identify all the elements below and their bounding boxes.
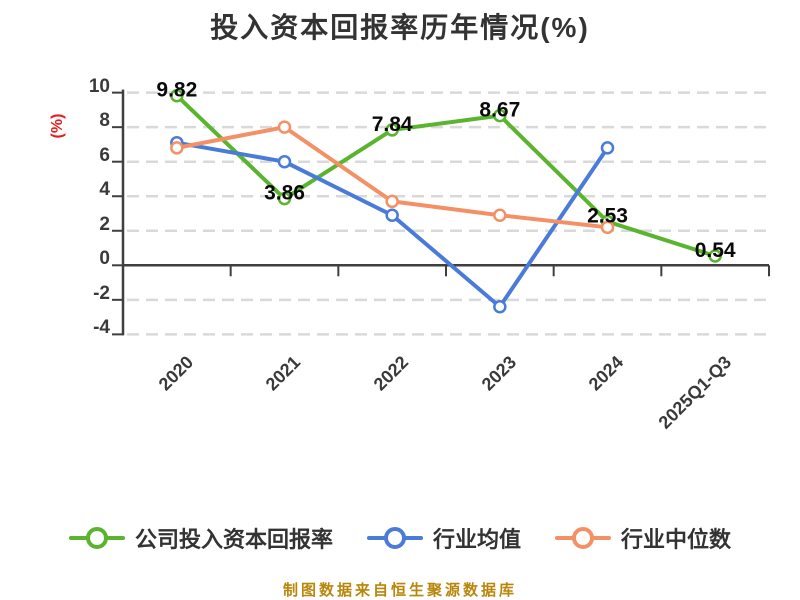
data-point-marker bbox=[493, 208, 507, 222]
legend-label: 行业中位数 bbox=[621, 527, 732, 552]
y-tick-label: 6 bbox=[99, 144, 110, 166]
y-tick-label: 4 bbox=[99, 179, 110, 201]
legend-item-1[interactable]: 行业均值 bbox=[366, 522, 521, 554]
value-label: 8.67 bbox=[479, 99, 520, 122]
y-tick-label: 2 bbox=[99, 213, 110, 235]
data-point-marker bbox=[277, 120, 292, 134]
data-point-marker bbox=[708, 249, 722, 263]
value-label: 7.84 bbox=[372, 113, 413, 136]
legend-item-0[interactable]: 公司投入资本回报率 bbox=[68, 522, 333, 554]
data-point-marker bbox=[385, 208, 399, 222]
plot-area: 9.82 3.86 7.84 8.67 2.53 0.54 bbox=[112, 79, 770, 336]
legend-series-marker-icon bbox=[366, 526, 423, 550]
value-label: 0.54 bbox=[695, 239, 736, 262]
series-line-1 bbox=[174, 140, 610, 309]
legend-circle-icon bbox=[383, 527, 406, 549]
data-point-marker bbox=[385, 194, 399, 209]
legend-circle-icon bbox=[572, 527, 594, 549]
data-point-marker bbox=[277, 154, 292, 169]
data-point-marker bbox=[493, 299, 507, 314]
series-line-0 bbox=[174, 93, 718, 258]
data-point-marker bbox=[385, 123, 399, 137]
legend-item-2[interactable]: 行业中位数 bbox=[555, 522, 731, 554]
chart-title: 投入资本回报率历年情况(%) bbox=[210, 12, 590, 43]
value-label: 2.53 bbox=[587, 205, 628, 228]
legend-label: 公司投入资本回报率 bbox=[134, 527, 333, 552]
data-point-marker bbox=[493, 108, 507, 123]
y-tick-label: 0 bbox=[99, 248, 110, 270]
legend-series-marker-icon bbox=[68, 526, 125, 550]
data-point-marker bbox=[170, 88, 184, 103]
legend-series-marker-icon bbox=[555, 526, 611, 550]
y-tick-label: 10 bbox=[88, 75, 110, 97]
legend-label: 行业均值 bbox=[432, 527, 521, 552]
y-tick-label: -4 bbox=[93, 317, 110, 339]
data-point-marker bbox=[600, 220, 615, 235]
value-label: 9.82 bbox=[156, 79, 197, 102]
legend: 公司投入资本回报率 行业均值 行业中位数 bbox=[0, 522, 800, 554]
y-tick-label: -2 bbox=[93, 282, 110, 304]
y-tick-label: 8 bbox=[99, 110, 110, 132]
legend-circle-icon bbox=[85, 527, 108, 549]
data-point-marker bbox=[600, 141, 615, 155]
data-point-marker bbox=[170, 141, 184, 155]
source-note: 制图数据来自恒生聚源数据库 bbox=[282, 582, 517, 599]
value-label: 3.86 bbox=[264, 182, 305, 205]
data-point-marker bbox=[277, 191, 292, 206]
